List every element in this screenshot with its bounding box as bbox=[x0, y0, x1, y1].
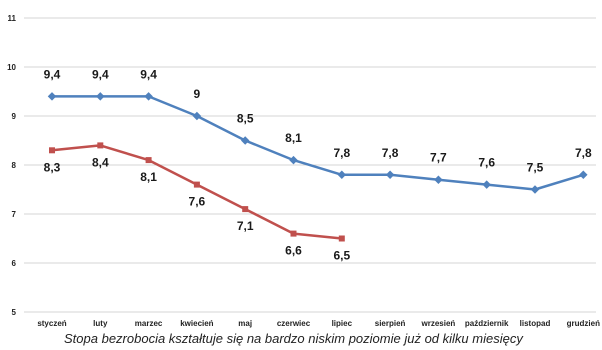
series-1-data-label: 7,8 bbox=[382, 146, 399, 160]
series-2-point bbox=[49, 147, 55, 154]
x-tick-label: luty bbox=[93, 319, 108, 328]
series-1-data-label: 7,7 bbox=[430, 151, 447, 165]
series-1-data-label: 7,8 bbox=[575, 146, 592, 160]
series-1-point bbox=[192, 111, 202, 121]
x-tick-label: grudzień bbox=[567, 319, 600, 328]
series-1-data-label: 9,4 bbox=[92, 67, 109, 81]
y-tick-label: 6 bbox=[12, 259, 17, 268]
x-tick-label: styczeń bbox=[37, 319, 66, 328]
series-2-data-label: 7,1 bbox=[237, 219, 254, 233]
series-1-point bbox=[385, 170, 395, 180]
y-tick-label: 9 bbox=[12, 112, 17, 121]
series-2-point bbox=[338, 235, 345, 242]
x-axis-ticks: styczeń luty marzec kwiecień maj czerwiec lipi… bbox=[37, 319, 600, 328]
y-axis-ticks: 5 6 7 8 9 10 11 bbox=[7, 14, 16, 317]
series-2-point bbox=[290, 230, 297, 237]
series-2-point bbox=[193, 181, 200, 188]
gridlines bbox=[24, 17, 596, 313]
series-2-point bbox=[97, 142, 104, 149]
y-tick-label: 7 bbox=[12, 210, 17, 219]
series-1-point bbox=[482, 180, 491, 189]
x-tick-label: czerwiec bbox=[277, 319, 311, 328]
series-1-point bbox=[240, 136, 250, 145]
series-1-point bbox=[47, 92, 57, 101]
series-2-data-label: 6,6 bbox=[285, 244, 302, 258]
y-tick-label: 11 bbox=[8, 14, 17, 23]
series-1-data-label: 8,1 bbox=[285, 131, 302, 145]
x-tick-label: październik bbox=[465, 319, 509, 328]
y-tick-label: 5 bbox=[12, 308, 17, 317]
series-lines bbox=[47, 92, 588, 242]
series-1-point bbox=[530, 185, 540, 194]
series-2-data-label: 6,5 bbox=[333, 249, 350, 263]
series-1-data-label: 9,4 bbox=[44, 67, 61, 81]
x-tick-label: listopad bbox=[520, 319, 551, 328]
series-1-point bbox=[579, 170, 588, 180]
x-tick-label: kwiecień bbox=[180, 319, 213, 328]
x-tick-label: marzec bbox=[135, 319, 163, 328]
series-1-data-label: 7,5 bbox=[527, 161, 544, 175]
y-tick-label: 8 bbox=[12, 161, 17, 170]
series-1-point bbox=[434, 175, 443, 184]
data-labels: 9,4 9,4 9,4 9 8,5 8,1 7,8 7,8 7,7 7,6 7,5 7,8 8,3 8,4… bbox=[44, 67, 592, 262]
series-1-point bbox=[289, 155, 298, 165]
series-1-point bbox=[144, 92, 153, 101]
series-1-point bbox=[337, 170, 347, 180]
series-1-data-label: 9 bbox=[194, 87, 201, 101]
series-2-data-label: 8,4 bbox=[92, 155, 109, 169]
x-tick-label: sierpień bbox=[375, 319, 406, 328]
chart-caption: Stopa bezrobocia kształtuje się na bardz… bbox=[64, 331, 523, 346]
series-2-data-label: 8,3 bbox=[44, 160, 61, 174]
x-tick-label: maj bbox=[238, 319, 252, 328]
series-1-point bbox=[96, 92, 105, 101]
series-1-data-label: 7,8 bbox=[333, 146, 350, 160]
y-tick-label: 10 bbox=[7, 63, 16, 72]
series-1-line bbox=[52, 95, 584, 191]
x-tick-label: wrzesień bbox=[421, 319, 456, 328]
series-2-point bbox=[145, 157, 152, 164]
series-2-data-label: 8,1 bbox=[140, 170, 157, 184]
x-tick-label: lipiec bbox=[332, 319, 353, 328]
series-1-data-label: 7,6 bbox=[478, 156, 495, 170]
series-1-data-label: 9,4 bbox=[140, 67, 157, 81]
series-1-data-label: 8,5 bbox=[237, 112, 254, 126]
series-2-data-label: 7,6 bbox=[189, 195, 206, 209]
series-2-point bbox=[242, 206, 249, 213]
